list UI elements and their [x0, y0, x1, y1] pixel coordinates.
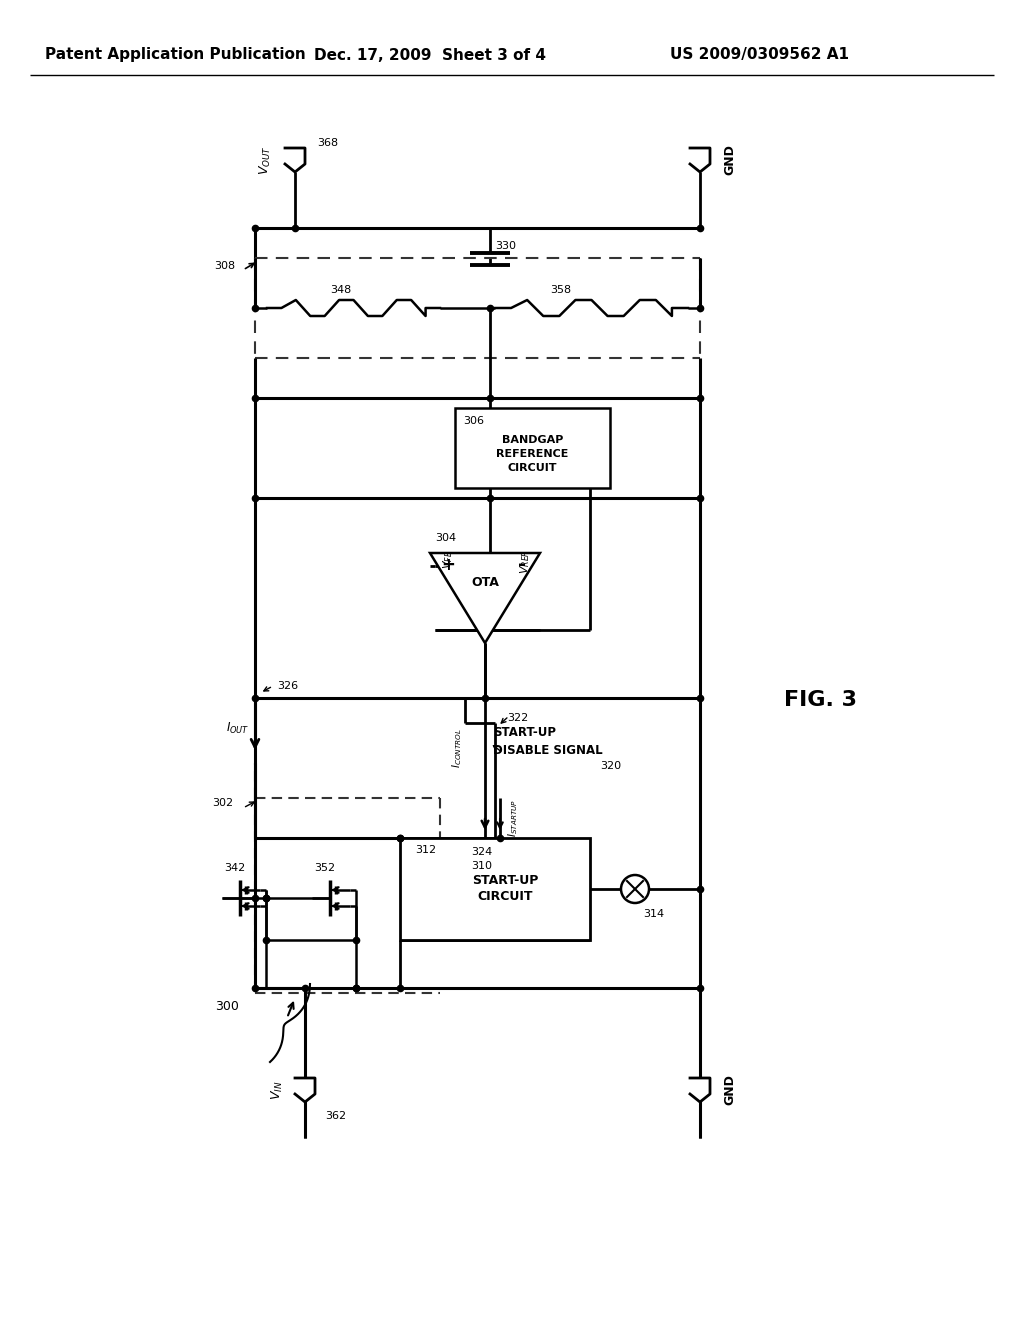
Text: 308: 308	[214, 261, 234, 271]
Text: 324: 324	[471, 847, 492, 857]
Text: 322: 322	[507, 713, 528, 723]
Text: +: +	[441, 556, 455, 574]
Text: GND: GND	[724, 1074, 736, 1105]
Text: 362: 362	[325, 1111, 346, 1121]
Text: GND: GND	[724, 145, 736, 176]
Text: $V_{OUT}$: $V_{OUT}$	[257, 145, 272, 174]
Text: 330: 330	[495, 242, 516, 251]
Text: $I_{CONTROL}$: $I_{CONTROL}$	[451, 727, 464, 768]
Text: 302: 302	[212, 799, 233, 808]
Text: 306: 306	[463, 416, 484, 426]
Text: 314: 314	[643, 909, 665, 919]
Polygon shape	[295, 1078, 315, 1102]
Text: Dec. 17, 2009  Sheet 3 of 4: Dec. 17, 2009 Sheet 3 of 4	[314, 48, 546, 62]
Text: -: -	[518, 556, 526, 574]
Text: Patent Application Publication: Patent Application Publication	[45, 48, 305, 62]
Text: 312: 312	[415, 845, 436, 855]
Text: START-UP: START-UP	[493, 726, 556, 739]
Text: DISABLE SIGNAL: DISABLE SIGNAL	[493, 743, 603, 756]
Text: 300: 300	[215, 999, 239, 1012]
Bar	[455, 408, 610, 488]
Text: START-UP: START-UP	[472, 874, 539, 887]
Text: OTA: OTA	[471, 577, 499, 590]
Text: 320: 320	[600, 762, 622, 771]
Text: 358: 358	[550, 285, 571, 294]
Polygon shape	[430, 553, 540, 643]
Text: US 2009/0309562 A1: US 2009/0309562 A1	[671, 48, 850, 62]
Text: 326: 326	[278, 681, 298, 690]
Text: FIG. 3: FIG. 3	[783, 690, 856, 710]
Text: $V_{FB}$: $V_{FB}$	[441, 550, 455, 569]
Text: BANDGAP: BANDGAP	[502, 436, 563, 445]
Text: 304: 304	[435, 533, 456, 543]
Bar	[400, 838, 590, 940]
Text: 348: 348	[330, 285, 351, 294]
Polygon shape	[285, 148, 305, 172]
Text: $I_{OUT}$: $I_{OUT}$	[226, 721, 250, 735]
Text: 352: 352	[314, 863, 336, 873]
Text: 310: 310	[471, 861, 492, 871]
Text: $I_{STARTUP}$: $I_{STARTUP}$	[506, 799, 520, 837]
Polygon shape	[690, 1078, 710, 1102]
Text: $V_{IN}$: $V_{IN}$	[269, 1080, 285, 1100]
Text: 342: 342	[224, 863, 246, 873]
Text: 368: 368	[317, 139, 338, 148]
Circle shape	[621, 875, 649, 903]
Text: REFERENCE: REFERENCE	[497, 449, 568, 459]
Text: CIRCUIT: CIRCUIT	[508, 463, 557, 473]
Polygon shape	[690, 148, 710, 172]
Text: $V_{REF}$: $V_{REF}$	[518, 550, 531, 574]
Text: CIRCUIT: CIRCUIT	[477, 891, 532, 903]
